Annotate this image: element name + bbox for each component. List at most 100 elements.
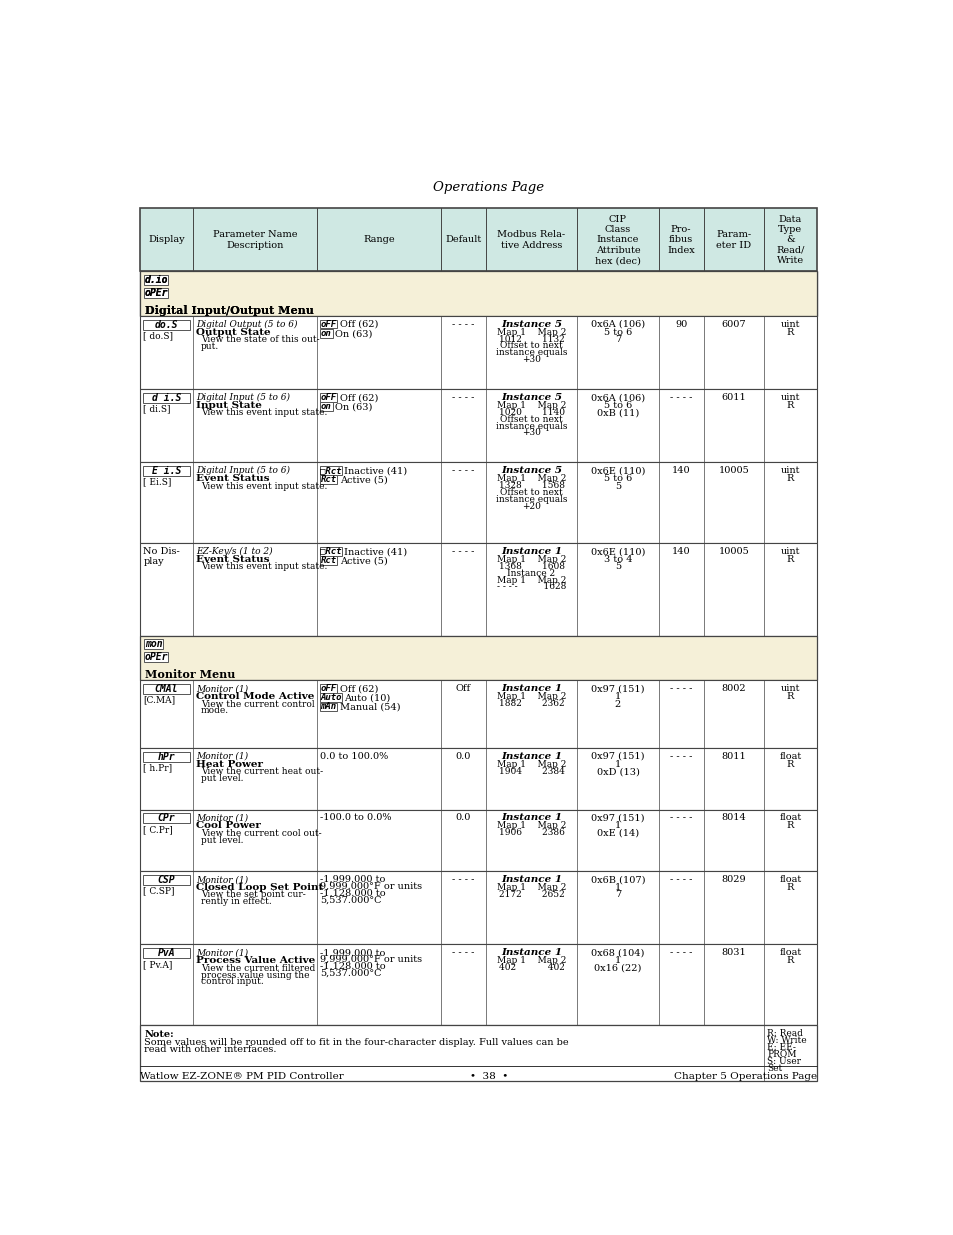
Text: 5,537.000°C: 5,537.000°C: [319, 969, 381, 978]
Text: 1882       2362: 1882 2362: [498, 699, 564, 708]
Text: 1328       1568: 1328 1568: [498, 480, 564, 490]
Text: mode.: mode.: [200, 706, 229, 715]
Text: 8002: 8002: [720, 684, 745, 693]
Text: Digital Input (5 to 6): Digital Input (5 to 6): [195, 393, 290, 403]
Text: Monitor (1): Monitor (1): [195, 948, 248, 957]
Text: Instance 1: Instance 1: [500, 752, 561, 761]
Text: 1: 1: [614, 821, 620, 830]
Text: 9,999.000°F or units: 9,999.000°F or units: [319, 955, 421, 965]
Text: Parameter Name
Description: Parameter Name Description: [213, 230, 296, 249]
Bar: [140, 543, 816, 636]
Text: 5 to 6: 5 to 6: [603, 401, 632, 410]
Text: R: R: [786, 327, 793, 337]
Text: Display: Display: [148, 236, 185, 245]
Text: Note:: Note:: [144, 1030, 173, 1039]
Text: - - - -: - - - -: [452, 547, 474, 556]
Text: R: R: [786, 883, 793, 892]
Text: 0x68 (104): 0x68 (104): [591, 948, 644, 957]
Bar: [140, 748, 816, 810]
Bar: [319, 320, 337, 329]
Text: uint: uint: [780, 320, 800, 329]
Text: Process Value Active: Process Value Active: [195, 956, 314, 965]
Text: 5 to 6: 5 to 6: [603, 327, 632, 337]
Bar: [319, 466, 341, 474]
Text: 1906       2386: 1906 2386: [498, 829, 564, 837]
Text: 0x6E (110): 0x6E (110): [590, 547, 644, 556]
Bar: [140, 272, 816, 316]
Text: instance equals: instance equals: [496, 421, 567, 431]
Text: Chapter 5 Operations Page: Chapter 5 Operations Page: [673, 1072, 816, 1081]
Bar: [319, 475, 337, 484]
Text: 0xB (11): 0xB (11): [597, 409, 639, 417]
Text: +30: +30: [521, 356, 540, 364]
Text: [ Pv.A]: [ Pv.A]: [143, 960, 172, 968]
Text: oPEr: oPEr: [144, 652, 168, 662]
Text: 0x6A (106): 0x6A (106): [590, 320, 644, 329]
Text: 8014: 8014: [720, 814, 745, 823]
Bar: [140, 389, 816, 462]
Text: Monitor (1): Monitor (1): [195, 814, 248, 823]
Text: do.S: do.S: [154, 320, 178, 330]
Text: -1,999.000 to: -1,999.000 to: [319, 948, 385, 957]
Text: 90: 90: [675, 320, 686, 329]
Text: 1020       1140: 1020 1140: [498, 408, 564, 416]
Text: Closed Loop Set Point: Closed Loop Set Point: [195, 883, 323, 892]
Text: View this event input state.: View this event input state.: [200, 409, 327, 417]
Text: Off (62): Off (62): [339, 393, 377, 403]
Text: Off (62): Off (62): [339, 684, 377, 693]
Bar: [140, 209, 816, 272]
Text: Rct: Rct: [320, 475, 336, 484]
Text: Instance 2: Instance 2: [507, 568, 555, 578]
Bar: [144, 652, 168, 662]
Text: control input.: control input.: [200, 977, 263, 987]
Bar: [144, 288, 169, 298]
Text: R: Read: R: Read: [766, 1029, 802, 1039]
Text: -1,128.000 to: -1,128.000 to: [319, 962, 385, 971]
Text: PROM: PROM: [766, 1050, 796, 1058]
Text: Inactive (41): Inactive (41): [344, 547, 407, 556]
Text: 0x97 (151): 0x97 (151): [591, 684, 644, 693]
Text: 0xD (13): 0xD (13): [596, 767, 639, 777]
Text: 8029: 8029: [720, 876, 745, 884]
Text: float: float: [779, 814, 801, 823]
Text: 0x97 (151): 0x97 (151): [591, 752, 644, 761]
Text: oFF: oFF: [320, 684, 336, 693]
Text: 5: 5: [615, 562, 620, 572]
Text: Offset to next: Offset to next: [499, 341, 562, 351]
Text: put.: put.: [200, 342, 218, 351]
Text: Input State: Input State: [195, 401, 261, 410]
Text: Range: Range: [363, 236, 395, 245]
Text: Set: Set: [766, 1063, 781, 1073]
Text: 7: 7: [614, 336, 620, 345]
Text: -1,128.000 to: -1,128.000 to: [319, 889, 385, 898]
Text: hPr: hPr: [157, 752, 175, 762]
Bar: [143, 684, 190, 694]
Text: On (63): On (63): [335, 330, 373, 338]
Text: 0x6B (107): 0x6B (107): [590, 876, 644, 884]
Text: R: R: [786, 692, 793, 700]
Text: instance equals: instance equals: [496, 348, 567, 357]
Text: instance equals: instance equals: [496, 495, 567, 504]
Text: 1: 1: [614, 760, 620, 768]
Text: - - - -: - - - -: [669, 876, 692, 884]
Text: Monitor (1): Monitor (1): [195, 752, 248, 761]
Text: oPEr: oPEr: [145, 288, 168, 298]
Text: [C.MA]: [C.MA]: [143, 695, 175, 705]
Text: 8031: 8031: [720, 948, 745, 957]
Text: EZ-Key/s (1 to 2): EZ-Key/s (1 to 2): [195, 547, 273, 556]
Text: - - - -: - - - -: [669, 814, 692, 823]
Text: 0x16 (22): 0x16 (22): [594, 963, 641, 973]
Text: View the set point cur-: View the set point cur-: [200, 890, 305, 899]
Text: 0.0: 0.0: [456, 752, 471, 761]
Text: Cool Power: Cool Power: [195, 821, 260, 830]
Text: CIP
Class
Instance
Attribute
hex (dec): CIP Class Instance Attribute hex (dec): [595, 215, 640, 266]
Text: Event Status: Event Status: [195, 474, 269, 483]
Bar: [140, 680, 816, 748]
Text: Digital Input/Output Menu: Digital Input/Output Menu: [145, 305, 314, 316]
Text: Manual (54): Manual (54): [339, 703, 399, 711]
Bar: [143, 814, 190, 824]
Text: 0.0: 0.0: [456, 814, 471, 823]
Text: Map 1    Map 2: Map 1 Map 2: [497, 401, 566, 410]
Text: Auto: Auto: [320, 693, 341, 701]
Bar: [319, 556, 337, 564]
